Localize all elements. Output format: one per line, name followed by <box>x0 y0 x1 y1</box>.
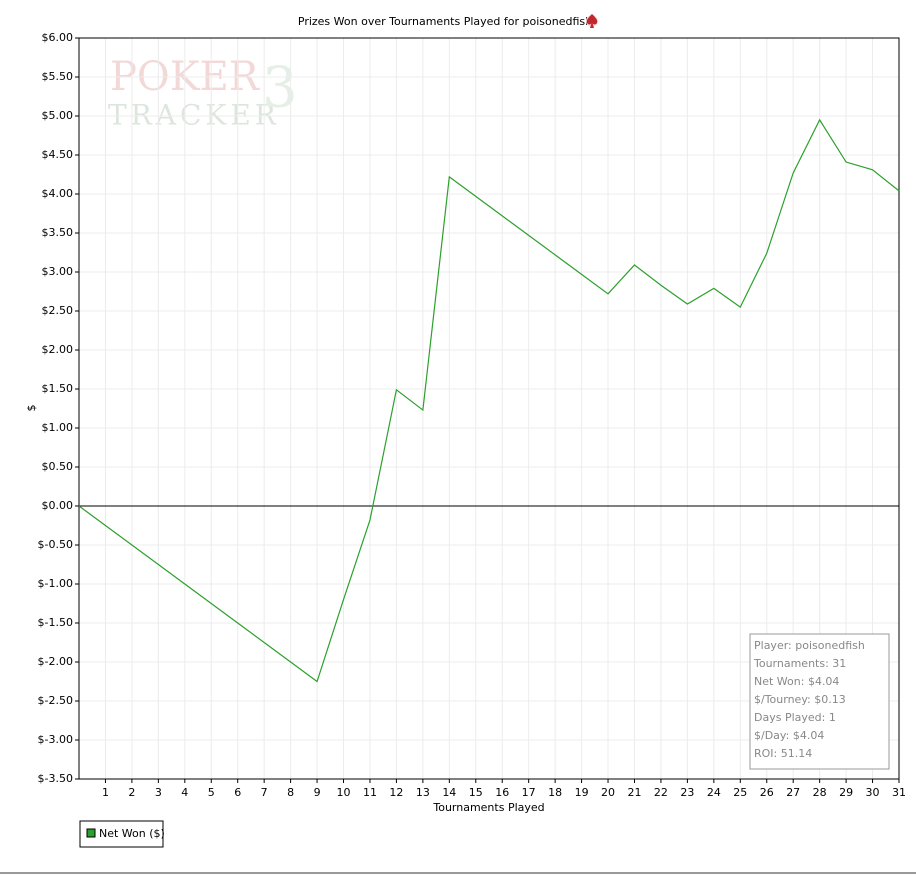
y-tick-label: $5.00 <box>42 109 74 122</box>
y-tick-label: $2.50 <box>42 304 74 317</box>
info-line: $/Tourney: $0.13 <box>754 693 846 706</box>
data-line <box>78 118 900 683</box>
x-tick-label: 9 <box>314 786 321 799</box>
x-tick-label: 11 <box>363 786 377 799</box>
y-tick-label: $4.50 <box>42 148 74 161</box>
info-line: Net Won: $4.04 <box>754 675 839 688</box>
x-tick-label: 19 <box>575 786 589 799</box>
info-line: Days Played: 1 <box>754 711 836 724</box>
x-tick-label: 22 <box>654 786 668 799</box>
info-box <box>749 633 890 770</box>
x-tick-label: 16 <box>495 786 509 799</box>
y-tick-label: $-1.00 <box>38 577 73 590</box>
y-tick-label: $1.50 <box>42 382 74 395</box>
y-tick-label: $5.50 <box>42 70 74 83</box>
x-tick-label: 29 <box>839 786 853 799</box>
x-tick-label: 3 <box>155 786 162 799</box>
spade-icon <box>586 14 598 28</box>
x-tick-label: 26 <box>760 786 774 799</box>
x-tick-label: 5 <box>208 786 215 799</box>
y-tick-label: $6.00 <box>42 31 74 44</box>
x-tick-label: 30 <box>866 786 880 799</box>
plot-frame <box>78 37 900 780</box>
legend-swatch <box>86 828 96 838</box>
y-tick-label: $0.00 <box>42 499 74 512</box>
y-tick-label: $1.00 <box>42 421 74 434</box>
x-tick-label: 24 <box>707 786 721 799</box>
y-tick-label: $-0.50 <box>38 538 73 551</box>
y-tick-label: $-3.00 <box>38 733 73 746</box>
x-tick-label: 12 <box>389 786 403 799</box>
x-tick-label: 28 <box>813 786 827 799</box>
y-tick-label: $-2.50 <box>38 694 73 707</box>
x-tick-label: 13 <box>416 786 430 799</box>
x-tick-label: 10 <box>337 786 351 799</box>
x-tick-label: 8 <box>287 786 294 799</box>
legend-label: Net Won ($) <box>99 827 165 840</box>
x-tick-label: 1 <box>102 786 109 799</box>
watermark: TRACKER <box>108 99 280 132</box>
y-tick-label: $4.00 <box>42 187 74 200</box>
chart-title: Prizes Won over Tournaments Played for p… <box>298 15 592 28</box>
y-tick-label: $-3.50 <box>38 772 73 785</box>
y-tick-label: $0.50 <box>42 460 74 473</box>
x-axis-label: Tournaments Played <box>432 801 544 814</box>
y-axis-label: $ <box>25 405 38 412</box>
info-line: $/Day: $4.04 <box>754 729 824 742</box>
x-tick-label: 6 <box>234 786 241 799</box>
info-line: Player: poisonedfish <box>754 639 865 652</box>
x-tick-label: 17 <box>522 786 536 799</box>
info-line: Tournaments: 31 <box>753 657 846 670</box>
x-tick-label: 25 <box>733 786 747 799</box>
watermark: 3 <box>262 56 298 121</box>
y-tick-label: $2.00 <box>42 343 74 356</box>
x-tick-label: 31 <box>892 786 906 799</box>
x-tick-label: 15 <box>469 786 483 799</box>
y-tick-label: $3.00 <box>42 265 74 278</box>
x-tick-label: 14 <box>442 786 456 799</box>
x-tick-label: 2 <box>128 786 135 799</box>
y-tick-label: $3.50 <box>42 226 74 239</box>
x-tick-label: 20 <box>601 786 615 799</box>
x-tick-label: 4 <box>181 786 188 799</box>
y-tick-label: $-1.50 <box>38 616 73 629</box>
x-tick-label: 23 <box>680 786 694 799</box>
x-tick-label: 27 <box>786 786 800 799</box>
y-tick-label: $-2.00 <box>38 655 73 668</box>
x-tick-label: 7 <box>261 786 268 799</box>
x-tick-label: 21 <box>627 786 641 799</box>
x-tick-label: 18 <box>548 786 562 799</box>
info-line: ROI: 51.14 <box>754 747 812 760</box>
